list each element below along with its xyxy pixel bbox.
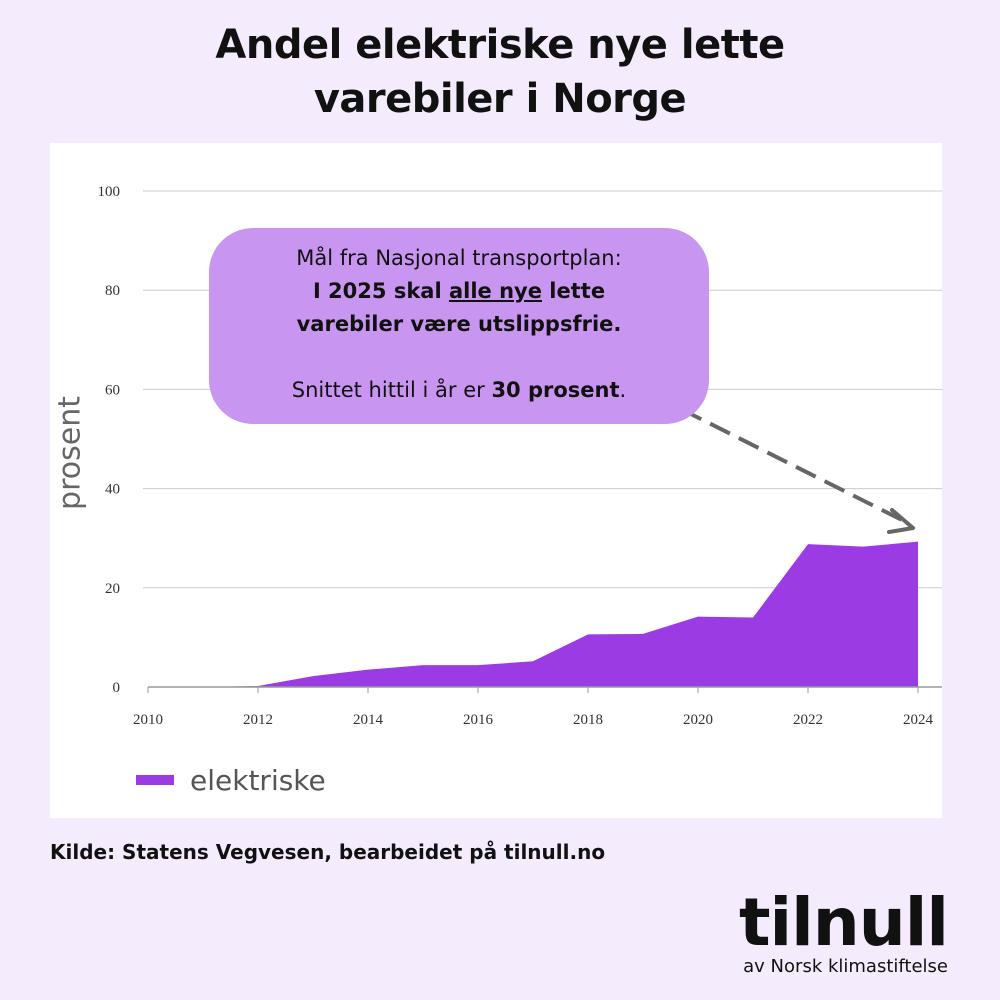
callout-line4-post: .: [619, 378, 627, 402]
source-note: Kilde: Statens Vegvesen, bearbeidet på t…: [50, 840, 606, 864]
x-tick-label-2022: 2022: [793, 712, 823, 728]
chart-title: Andel elektriske nye lette varebiler i N…: [0, 18, 1000, 126]
x-tick-label-2014: 2014: [353, 712, 384, 728]
legend: elektriske: [136, 760, 326, 800]
callout-line4: Snittet hittil i år er 30 prosent.: [209, 374, 709, 407]
y-tick-label-20: 20: [105, 581, 120, 597]
callout-line3: varebiler være utslippsfrie.: [296, 312, 622, 336]
goal-callout: Mål fra Nasjonal transportplan: I 2025 s…: [209, 228, 709, 424]
callout-line2-underlined: alle nye: [448, 279, 542, 303]
x-tick-label-2018: 2018: [573, 712, 603, 728]
x-tick-label-2020: 2020: [683, 712, 713, 728]
x-tick-label-2010: 2010: [133, 712, 163, 728]
y-tick-label-80: 80: [105, 283, 120, 299]
callout-arrow-line: [652, 393, 903, 522]
callout-line4-bold: 30 prosent: [491, 378, 620, 402]
logo-tagline: av Norsk klimastiftelse: [743, 956, 948, 977]
legend-label: elektriske: [190, 763, 326, 797]
x-tick-label-2012: 2012: [243, 712, 273, 728]
callout-line2-pre: I 2025 skal: [312, 279, 449, 303]
logo-wordmark: tilnull: [738, 884, 949, 961]
area-chart: 0 20 40 60 80 100 2010 2012 2014 2016 2018 2020 2022…: [98, 184, 942, 728]
callout-line4-pre: Snittet hittil i år er: [291, 378, 492, 402]
y-tick-label-100: 100: [98, 184, 121, 200]
chart-title-line1: Andel elektriske nye lette: [215, 22, 785, 68]
callout-line2: I 2025 skal alle nye lette: [209, 275, 709, 308]
callout-spacer: [209, 341, 709, 374]
y-tick-label-40: 40: [105, 482, 120, 498]
x-tick-label-2024: 2024: [903, 712, 934, 728]
chart-title-line2: varebiler i Norge: [313, 76, 687, 122]
series-area-elektriske: [203, 541, 918, 687]
legend-swatch: [136, 775, 174, 785]
callout-line2-post: lette: [541, 279, 606, 303]
tilnull-logo: tilnull av Norsk klimastiftelse: [738, 884, 949, 978]
callout-arrow-head: [887, 508, 915, 534]
x-tick-label-2016: 2016: [463, 712, 494, 728]
callout-line1: Mål fra Nasjonal transportplan:: [296, 246, 622, 270]
y-tick-label-60: 60: [105, 382, 120, 398]
y-tick-label-0: 0: [113, 680, 121, 696]
y-axis-label: prosent: [52, 396, 88, 510]
